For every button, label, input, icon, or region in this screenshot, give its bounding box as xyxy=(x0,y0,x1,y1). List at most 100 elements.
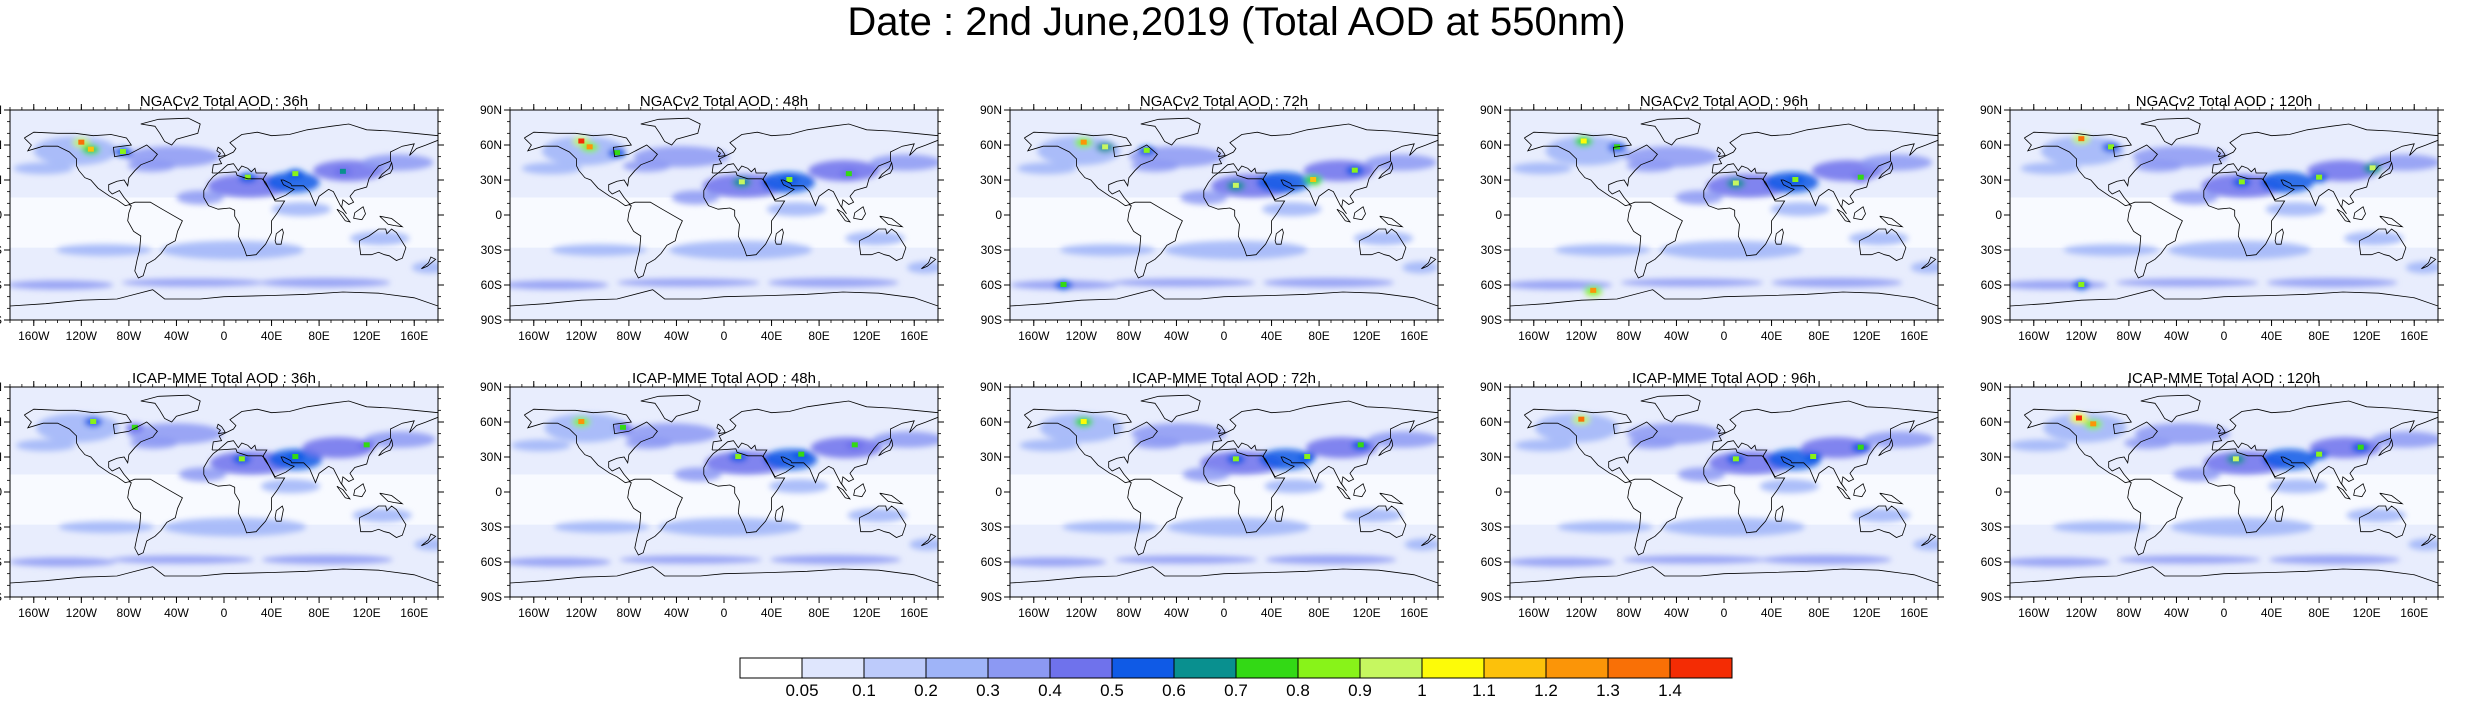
coastlines xyxy=(1010,394,1438,584)
aod-hotspot xyxy=(2090,421,2097,427)
colorbar-label: 0.7 xyxy=(1224,681,1248,700)
aod-hotspot xyxy=(2316,174,2323,180)
aod-plume xyxy=(2052,521,2148,533)
coastline xyxy=(1774,505,1784,522)
coastline xyxy=(510,566,938,584)
aod-plume xyxy=(544,413,628,443)
colorbar-swatch xyxy=(1545,657,1609,679)
y-tick-label: 0 xyxy=(1995,208,2002,222)
coastline xyxy=(2274,228,2284,245)
colorbar-label: 1.1 xyxy=(1472,681,1496,700)
x-tick-label: 0 xyxy=(1221,606,1228,620)
x-tick-label: 160W xyxy=(1518,606,1550,620)
colorbar-swatch xyxy=(1235,657,1299,679)
map-plot: 160W 120W 80W 40W 0 40E 80E 120E 160E 90N 60N 30N 0 3… xyxy=(1980,380,2444,620)
aod-hotspot xyxy=(2238,179,2245,185)
aod-plume xyxy=(2168,240,2311,260)
y-tick-label: 30S xyxy=(481,520,502,534)
coastline xyxy=(1878,161,1894,180)
aod-hotspot xyxy=(619,424,626,430)
x-tick-label: 120W xyxy=(1066,606,1098,620)
aod-plume xyxy=(1626,160,1675,172)
aod-plume xyxy=(766,202,827,217)
aod-plume xyxy=(1010,557,1107,567)
x-tick-label: 40E xyxy=(1261,606,1282,620)
coastline xyxy=(703,171,786,257)
aod-hotspot xyxy=(2108,144,2115,150)
aod-hotspot xyxy=(1792,177,1799,182)
x-tick-label: 80W xyxy=(117,329,142,343)
aod-plume xyxy=(361,154,434,171)
aod-hotspot xyxy=(735,454,742,459)
y-tick-label: 90S xyxy=(481,313,502,327)
coastline xyxy=(703,448,786,534)
aod-plume xyxy=(1342,508,1403,523)
aod-plume xyxy=(58,521,154,533)
coastline xyxy=(1359,228,1407,261)
y-tick-label: 30S xyxy=(981,243,1002,257)
map-panel: ICAP-MME Total AOD : 48h 160W 120W 80W 40W 0 4… xyxy=(480,371,950,620)
coastlines xyxy=(1510,117,1938,307)
colorbar-label: 0.1 xyxy=(852,681,876,700)
coastline xyxy=(1379,215,1404,228)
aod-plume xyxy=(1848,231,1909,246)
coastline xyxy=(1140,117,1201,146)
aod-plume xyxy=(1112,278,1255,287)
coastline xyxy=(1140,394,1201,423)
x-tick-label: 120E xyxy=(853,329,881,343)
hotspot-layer xyxy=(1080,419,1364,462)
y-tick-label: 90N xyxy=(1480,380,1502,394)
coastline xyxy=(1859,228,1907,261)
aod-plume xyxy=(1677,467,1726,482)
coastline xyxy=(10,566,438,584)
hotspot-layer xyxy=(578,419,858,459)
coastline xyxy=(378,438,394,457)
y-tick-label: 90S xyxy=(1481,590,1502,604)
aod-plume xyxy=(2134,160,2183,172)
aod-plume xyxy=(2369,154,2438,171)
map-plot: 160W 120W 80W 40W 0 40E 80E 120E 160E 90N 60N 30N 0 3… xyxy=(0,103,444,343)
y-tick-label: 30N xyxy=(980,450,1002,464)
x-tick-label: 120W xyxy=(1066,329,1098,343)
aod-hotspot xyxy=(798,451,805,457)
coastline xyxy=(1524,131,1658,207)
x-tick-label: 80E xyxy=(1808,606,1829,620)
map-plot: 160W 120W 80W 40W 0 40E 80E 120E 160E 90N 60N 30N 0 3… xyxy=(0,380,444,620)
aod-hotspot xyxy=(2316,451,2323,457)
hotspot-layer xyxy=(2075,415,2364,462)
aod-hotspot xyxy=(1810,454,1817,459)
y-tick-label: 90N xyxy=(480,103,502,117)
y-tick-label: 30N xyxy=(1980,173,2002,187)
coastline xyxy=(127,478,183,556)
y-tick-label: 0 xyxy=(0,485,2,499)
aod-plume xyxy=(1659,240,1803,260)
coastline xyxy=(2379,492,2404,505)
x-tick-label: 40E xyxy=(261,606,282,620)
aod-hotspot xyxy=(1351,167,1358,173)
x-tick-label: 40E xyxy=(2261,329,2282,343)
coastline xyxy=(1711,400,1938,492)
aod-plume xyxy=(2344,231,2404,246)
aod-plume xyxy=(1133,437,1182,449)
x-tick-label: 120E xyxy=(353,606,381,620)
aod-hotspot xyxy=(1590,287,1597,293)
panel-title: NGACv2 Total AOD : 48h xyxy=(639,93,809,110)
coastline xyxy=(774,505,784,522)
aod-plume xyxy=(1534,413,1619,443)
y-tick-label: 60S xyxy=(1981,555,2002,569)
aod-hotspot xyxy=(1232,182,1239,188)
colorbar-label: 0.9 xyxy=(1348,681,1372,700)
coastline xyxy=(2274,505,2284,522)
aod-plume xyxy=(2170,190,2219,205)
x-tick-label: 40W xyxy=(664,329,689,343)
x-tick-label: 0 xyxy=(721,606,728,620)
aod-plume xyxy=(1628,437,1677,449)
coastline xyxy=(1216,423,1226,435)
y-tick-label: 60S xyxy=(481,278,502,292)
coastline xyxy=(216,146,226,158)
coastline xyxy=(853,483,866,498)
y-tick-label: 90N xyxy=(1980,380,2002,394)
coastlines xyxy=(510,394,938,584)
coastline xyxy=(524,408,658,484)
aod-hotspot xyxy=(90,419,97,424)
